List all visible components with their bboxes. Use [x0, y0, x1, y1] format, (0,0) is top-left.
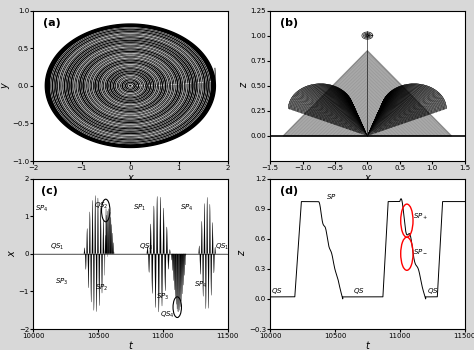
Text: $SP_1$: $SP_1$	[133, 203, 146, 213]
Text: (d): (d)	[280, 186, 298, 196]
Text: $QS$: $QS$	[353, 286, 365, 296]
Y-axis label: x: x	[7, 251, 17, 257]
Text: $QS_1$: $QS_1$	[50, 242, 64, 252]
Text: $SP_-$: $SP_-$	[413, 247, 428, 255]
X-axis label: x: x	[128, 173, 133, 183]
Text: $QS_1$: $QS_1$	[215, 242, 229, 252]
Polygon shape	[46, 24, 215, 147]
Text: (c): (c)	[41, 186, 58, 196]
Text: $QS$: $QS$	[272, 286, 283, 296]
Text: $SP_3$: $SP_3$	[55, 277, 68, 287]
Text: $SP_3$: $SP_3$	[155, 292, 169, 302]
Polygon shape	[283, 51, 452, 136]
Text: $QS_3$: $QS_3$	[139, 242, 154, 252]
X-axis label: t: t	[128, 341, 132, 350]
Text: $SP_+$: $SP_+$	[413, 211, 428, 222]
Text: $QS$: $QS$	[427, 286, 438, 296]
Text: $SP_4$: $SP_4$	[180, 203, 194, 213]
Text: $SP$: $SP$	[326, 192, 337, 201]
Text: $SP_2$: $SP_2$	[95, 282, 109, 293]
Text: $QS_2$: $QS_2$	[94, 201, 109, 211]
Y-axis label: z: z	[237, 251, 247, 256]
Y-axis label: y: y	[0, 83, 10, 89]
Text: $SP_4$: $SP_4$	[194, 280, 208, 290]
Text: $SP_4$: $SP_4$	[35, 203, 49, 214]
X-axis label: x: x	[365, 173, 370, 183]
Text: $QS_4$: $QS_4$	[160, 310, 174, 320]
Text: (a): (a)	[43, 18, 61, 28]
X-axis label: t: t	[365, 341, 369, 350]
Y-axis label: z: z	[239, 83, 249, 88]
Text: (b): (b)	[280, 18, 298, 28]
